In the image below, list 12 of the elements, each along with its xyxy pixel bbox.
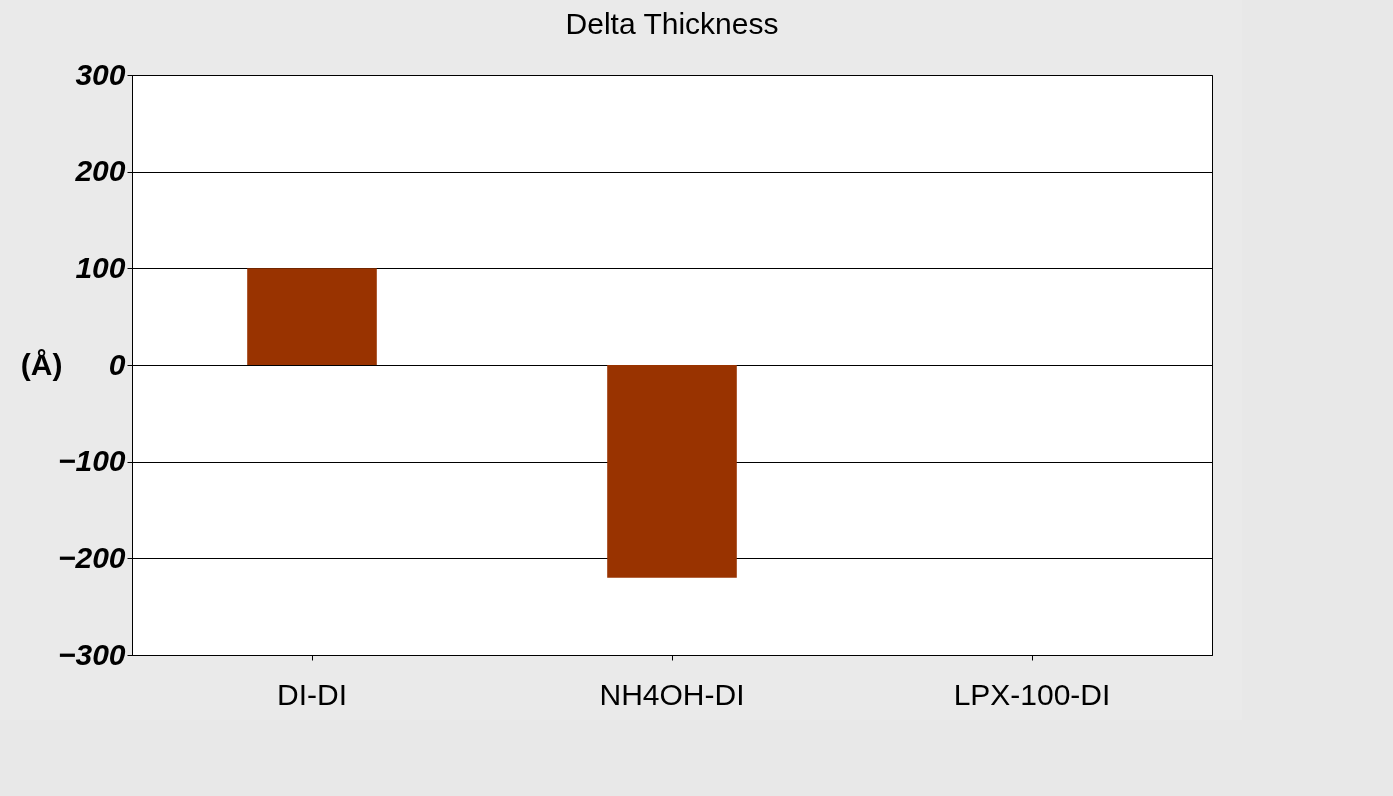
- y-tick-label: −100: [57, 444, 126, 478]
- y-tick-label: −200: [57, 540, 126, 574]
- y-tick-label: 100: [75, 250, 126, 284]
- chart-title: Delta Thickness: [565, 7, 779, 40]
- y-axis-title: (Å): [20, 347, 63, 381]
- y-tick-label: 300: [75, 57, 126, 91]
- y-tick-label: 200: [74, 154, 126, 188]
- x-tick-label: NH4OH-DI: [599, 677, 745, 711]
- y-tick-label: −300: [57, 637, 126, 671]
- y-tick-label: 0: [108, 347, 126, 381]
- x-tick-label: DI-DI: [277, 677, 347, 711]
- x-tick-label: LPX-100-DI: [953, 677, 1111, 711]
